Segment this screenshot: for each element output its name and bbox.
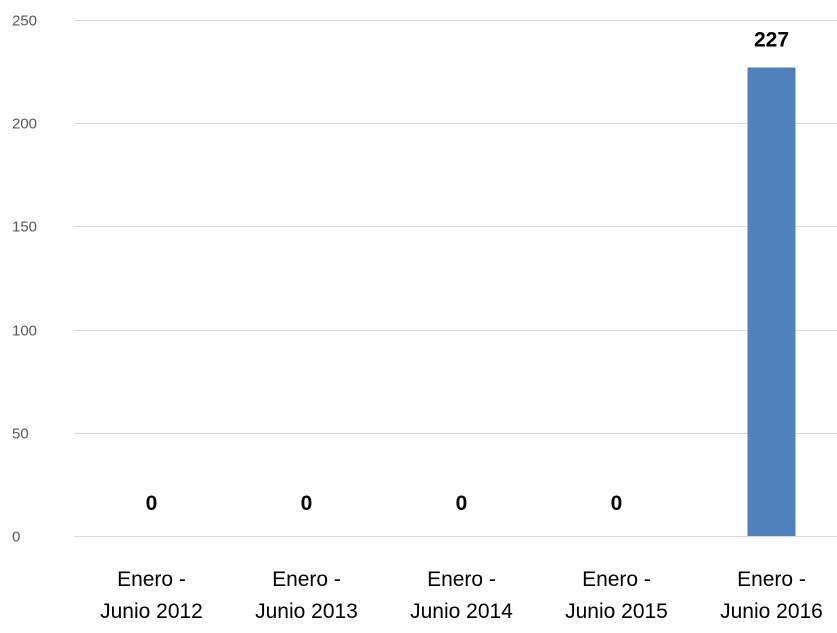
x-category-label: Enero - Junio 2012 — [100, 568, 203, 623]
data-label: 0 — [611, 492, 623, 515]
data-label: 227 — [754, 28, 789, 51]
x-category-label-line: Enero - — [582, 568, 651, 591]
y-tick-label: 200 — [12, 116, 37, 133]
x-category-label: Enero - Junio 2014 — [410, 568, 513, 623]
x-category-label-line: Enero - — [117, 568, 186, 591]
x-category-label-line: Enero - — [272, 568, 341, 591]
x-category-label-line: Junio 2014 — [410, 600, 513, 623]
gridlines — [74, 20, 837, 537]
x-category-label: Enero - Junio 2015 — [565, 568, 668, 623]
x-category-label-line: Junio 2012 — [100, 600, 203, 623]
y-tick-label: 100 — [12, 323, 37, 340]
y-tick-label: 250 — [12, 13, 37, 30]
bar — [747, 67, 796, 537]
x-category-label-line: Enero - — [427, 568, 496, 591]
x-category-label-line: Junio 2016 — [720, 600, 823, 623]
bars — [747, 67, 796, 537]
y-tick-label: 150 — [12, 219, 37, 236]
data-label: 0 — [146, 492, 158, 515]
x-category-label-line: Junio 2013 — [255, 600, 358, 623]
x-category-label-line: Enero - — [737, 568, 806, 591]
y-axis-tick-labels: 0 50 100 150 200 250 — [12, 13, 37, 546]
data-label: 0 — [456, 492, 468, 515]
y-tick-label: 0 — [12, 529, 20, 546]
x-category-label: Enero - Junio 2016 — [720, 568, 823, 623]
x-category-label-line: Junio 2015 — [565, 600, 668, 623]
data-labels: 0 0 0 0 227 — [146, 28, 789, 515]
data-label: 0 — [301, 492, 313, 515]
y-tick-label: 50 — [12, 426, 29, 443]
x-category-label: Enero - Junio 2013 — [255, 568, 358, 623]
